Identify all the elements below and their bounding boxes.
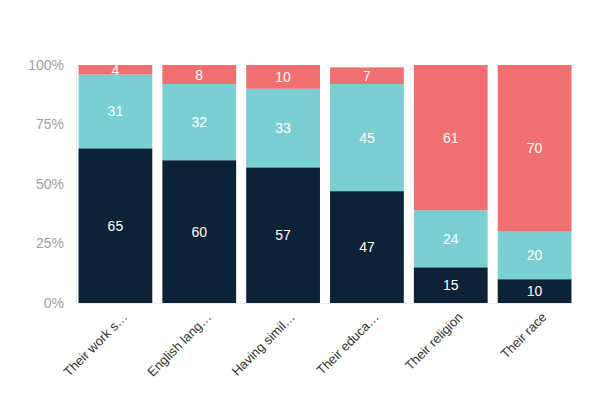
bar-segment [330, 191, 404, 303]
data-label: 32 [191, 114, 207, 130]
x-tick: Their race [498, 303, 550, 361]
bar-segment [79, 148, 153, 303]
y-tick-label: 0% [44, 295, 64, 311]
bar-segment [498, 232, 572, 280]
bar-segment [246, 89, 320, 168]
y-axis-line [76, 66, 77, 304]
series [79, 148, 572, 303]
data-label: 33 [275, 120, 291, 136]
x-tick: Their work s… [61, 303, 131, 379]
chart: 0%25%50%75%100%6560574715103132334524204… [0, 0, 600, 400]
data-label: 31 [108, 103, 124, 119]
x-tick-label: English lang… [144, 309, 214, 379]
plot: 0%25%50%75%100%6560574715103132334524204… [28, 57, 574, 379]
series [79, 75, 572, 280]
x-axis: Their work s…English lang…Having simil…T… [61, 303, 575, 379]
bar-segment [162, 84, 236, 160]
bar-segment [79, 75, 153, 149]
data-label: 24 [443, 231, 459, 247]
data-label: 57 [275, 227, 291, 243]
data-label: 65 [108, 218, 124, 234]
series [79, 65, 572, 232]
data-label: 47 [359, 239, 375, 255]
data-label: 15 [443, 277, 459, 293]
data-label: 4 [112, 62, 120, 78]
y-axis: 0% 25% 50% 75% 100% [28, 57, 76, 311]
y-tick: 0% [44, 295, 76, 311]
x-tick-label: Their work s… [61, 309, 131, 379]
y-tick: 50% [36, 176, 76, 192]
bar-segment [246, 167, 320, 303]
bar-segment [414, 210, 488, 267]
y-tick: 75% [36, 116, 76, 132]
x-tick-label: Having simil… [229, 309, 298, 378]
bar-segment [414, 267, 488, 303]
data-label: 10 [275, 69, 291, 85]
x-tick-label: Their religion [402, 309, 466, 373]
y-tick: 100% [28, 57, 76, 73]
y-tick-label: 100% [28, 57, 64, 73]
bar-segment [162, 160, 236, 303]
x-tick-label: Their race [498, 309, 550, 361]
data-label: 60 [191, 224, 207, 240]
bar-segment [498, 279, 572, 303]
bar-segment [246, 65, 320, 89]
data-label: 61 [443, 130, 459, 146]
x-axis-line [77, 303, 575, 304]
data-label: 70 [527, 140, 543, 156]
y-tick-label: 25% [36, 235, 64, 251]
x-tick: English lang… [144, 303, 214, 379]
x-tick-label: Their educa… [314, 309, 382, 377]
data-labels: 65 60 57 47 15 10 31 32 33 45 24 20 4 8 10 7 61 70 [108, 62, 543, 299]
data-label: 20 [527, 247, 543, 263]
x-tick: Their educa… [314, 303, 382, 378]
data-label: 8 [195, 67, 203, 83]
y-tick-label: 50% [36, 176, 64, 192]
bar-segment [162, 65, 236, 84]
x-tick: Having simil… [229, 303, 298, 379]
data-label: 7 [363, 68, 371, 84]
x-tick: Their religion [402, 303, 466, 373]
y-tick-label: 75% [36, 116, 64, 132]
bar-segment [330, 67, 404, 84]
bars [79, 65, 572, 303]
bar-segment [498, 65, 572, 232]
data-label: 45 [359, 130, 375, 146]
data-label: 10 [527, 283, 543, 299]
y-tick: 25% [36, 235, 76, 251]
bar-segment [330, 84, 404, 191]
bar-segment [414, 65, 488, 210]
